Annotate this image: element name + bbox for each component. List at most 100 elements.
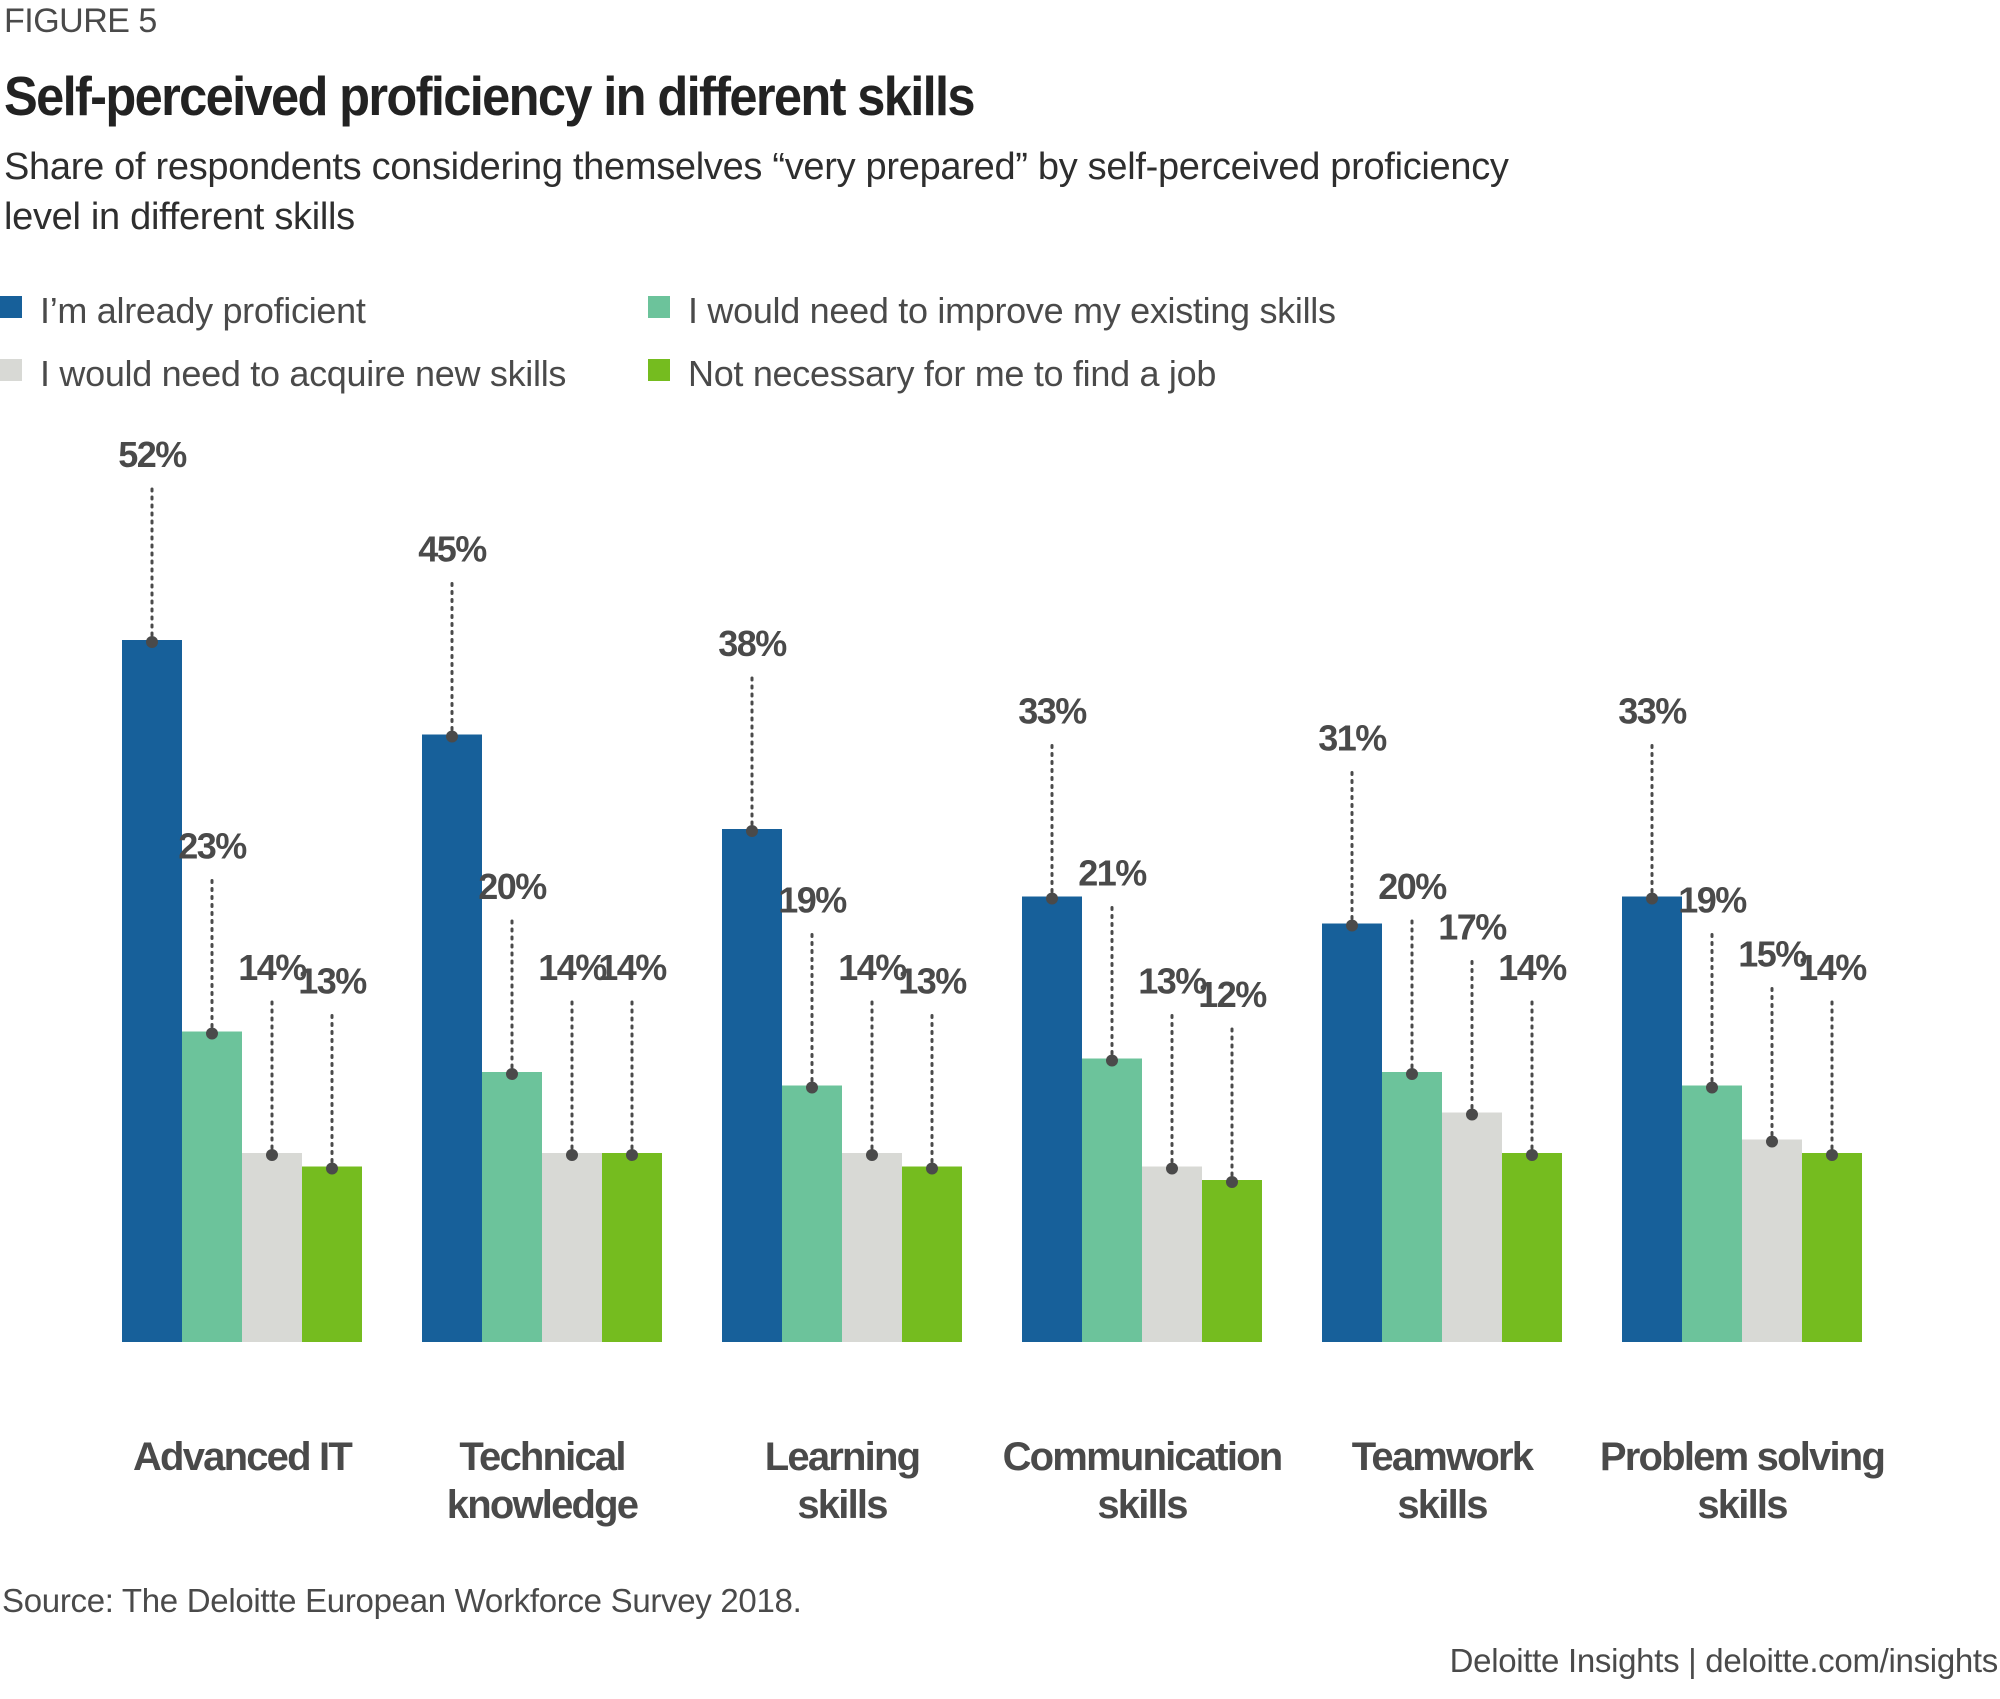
category-label: Learning xyxy=(765,1435,920,1479)
value-label: 14% xyxy=(1498,947,1567,988)
value-label: 14% xyxy=(838,947,907,988)
legend-swatch xyxy=(0,296,22,318)
category-label: skills xyxy=(1397,1483,1487,1527)
value-label: 17% xyxy=(1438,907,1507,948)
legend-item-not-necessary: Not necessary for me to find a job xyxy=(648,353,1216,395)
value-dot xyxy=(1166,1162,1178,1175)
value-dot xyxy=(1766,1135,1778,1148)
value-dot xyxy=(206,1027,218,1040)
legend: I’m already proficient I would need to i… xyxy=(0,290,1500,410)
value-dot xyxy=(1046,892,1058,905)
value-label: 13% xyxy=(298,961,367,1002)
value-label: 33% xyxy=(1618,691,1687,732)
legend-swatch xyxy=(648,296,670,318)
legend-swatch xyxy=(648,359,670,381)
category-label: knowledge xyxy=(447,1483,638,1527)
bar-not-necessary xyxy=(602,1153,662,1342)
value-dot xyxy=(446,730,458,743)
value-label: 31% xyxy=(1318,718,1387,759)
value-label: 19% xyxy=(778,880,847,921)
bar-proficient xyxy=(722,829,782,1342)
bar-acquire xyxy=(1742,1139,1802,1342)
legend-swatch xyxy=(0,359,22,381)
value-label: 14% xyxy=(1798,947,1867,988)
legend-item-improve-existing: I would need to improve my existing skil… xyxy=(648,290,1336,332)
value-label: 14% xyxy=(598,947,667,988)
value-dot xyxy=(1406,1068,1418,1080)
bar-acquire xyxy=(1442,1112,1502,1342)
bar-improve xyxy=(1682,1085,1742,1342)
legend-item-acquire-new: I would need to acquire new skills xyxy=(0,353,566,395)
value-dot xyxy=(1526,1149,1538,1161)
bar-not-necessary xyxy=(1502,1153,1562,1342)
value-label: 12% xyxy=(1198,974,1267,1015)
value-dot xyxy=(866,1149,878,1161)
legend-label: I would need to acquire new skills xyxy=(40,353,567,394)
bar-proficient xyxy=(122,640,182,1342)
value-label: 14% xyxy=(538,947,607,988)
value-label: 20% xyxy=(1378,866,1447,907)
bar-acquire xyxy=(842,1153,902,1342)
value-label: 14% xyxy=(238,947,307,988)
value-dot xyxy=(1646,892,1658,905)
figure-label: FIGURE 5 xyxy=(4,2,157,40)
legend-label: I would need to improve my existing skil… xyxy=(688,290,1336,331)
category-label: Teamwork xyxy=(1352,1435,1535,1479)
category-label: Technical xyxy=(459,1435,624,1479)
bar-not-necessary xyxy=(902,1166,962,1342)
value-label: 45% xyxy=(418,529,487,570)
bar-acquire xyxy=(242,1153,302,1342)
footer-credit: Deloitte Insights | deloitte.com/insight… xyxy=(1449,1642,1999,1679)
bar-proficient xyxy=(1622,896,1682,1342)
bar-improve xyxy=(182,1031,242,1342)
value-label: 13% xyxy=(1138,961,1207,1002)
legend-label: I’m already proficient xyxy=(40,290,366,331)
bar-proficient xyxy=(422,734,482,1342)
category-label: Communication xyxy=(1003,1435,1282,1479)
value-dot xyxy=(806,1081,818,1094)
value-label: 23% xyxy=(178,826,247,867)
value-dot xyxy=(1226,1176,1238,1188)
value-dot xyxy=(146,636,158,648)
bar-acquire xyxy=(1142,1166,1202,1342)
value-label: 33% xyxy=(1018,691,1087,732)
subtitle-line: level in different skills xyxy=(4,196,355,238)
value-label: 52% xyxy=(118,434,187,475)
value-dot xyxy=(1106,1054,1118,1067)
source-note: Source: The Deloitte European Workforce … xyxy=(2,1582,802,1619)
value-label: 38% xyxy=(718,623,787,664)
value-label: 15% xyxy=(1738,934,1807,975)
bar-improve xyxy=(1082,1058,1142,1342)
value-dot xyxy=(326,1162,338,1175)
bar-proficient xyxy=(1322,923,1382,1342)
value-dot xyxy=(506,1068,518,1080)
value-dot xyxy=(626,1149,638,1161)
chart-subtitle: Share of respondents considering themsel… xyxy=(4,142,1804,242)
value-label: 20% xyxy=(478,866,547,907)
value-label: 21% xyxy=(1078,853,1147,894)
bar-improve xyxy=(482,1072,542,1342)
value-dot xyxy=(566,1149,578,1161)
bar-not-necessary xyxy=(302,1166,362,1342)
value-dot xyxy=(1706,1081,1718,1094)
chart-title: Self-perceived proficiency in different … xyxy=(4,65,976,127)
value-dot xyxy=(746,825,758,837)
value-dot xyxy=(1466,1108,1478,1121)
bar-improve xyxy=(1382,1072,1442,1342)
value-dot xyxy=(266,1149,278,1161)
value-label: 19% xyxy=(1678,880,1747,921)
category-label: Advanced IT xyxy=(133,1435,352,1479)
value-dot xyxy=(1826,1149,1838,1161)
legend-item-already-proficient: I’m already proficient xyxy=(0,290,366,332)
subtitle-line: Share of respondents considering themsel… xyxy=(4,146,1509,188)
value-label: 13% xyxy=(898,961,967,1002)
value-dot xyxy=(1346,919,1358,932)
bar-not-necessary xyxy=(1202,1180,1262,1342)
bar-acquire xyxy=(542,1153,602,1342)
bar-not-necessary xyxy=(1802,1153,1862,1342)
legend-label: Not necessary for me to find a job xyxy=(688,353,1217,394)
category-label: Problem solving xyxy=(1600,1435,1884,1479)
category-label: skills xyxy=(1697,1483,1787,1527)
value-dot xyxy=(926,1162,938,1175)
